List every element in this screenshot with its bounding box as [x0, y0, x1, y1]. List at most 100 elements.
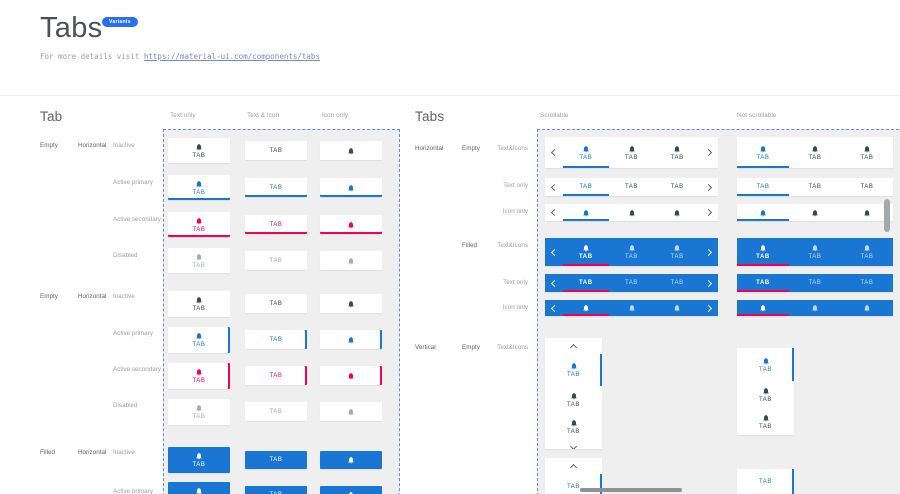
tab-item[interactable]: TAB — [737, 408, 794, 435]
chevron-right-icon[interactable] — [704, 304, 713, 312]
tab-item[interactable]: TAB — [789, 178, 841, 196]
tab-item[interactable]: TAB — [789, 137, 841, 168]
tab-item[interactable] — [841, 300, 893, 316]
tab-cell[interactable] — [320, 215, 382, 234]
tab-item[interactable]: TAB — [654, 137, 700, 168]
tab-cell[interactable]: TAB — [168, 447, 230, 473]
tab-item[interactable]: TAB — [789, 274, 841, 292]
tab-cell[interactable]: TAB — [168, 138, 230, 163]
bell-icon — [195, 296, 203, 304]
tab-item[interactable]: TAB — [789, 238, 841, 266]
tab-cell[interactable]: TAB — [168, 363, 230, 389]
chevron-right-icon[interactable] — [704, 148, 713, 157]
tab-cell[interactable]: TAB — [245, 251, 307, 270]
tab-cell[interactable]: TAB — [245, 141, 307, 160]
chevron-right-icon[interactable] — [704, 183, 713, 191]
tab-item[interactable]: TAB — [737, 469, 794, 494]
tab-item[interactable]: TAB — [563, 274, 609, 292]
tab-cell[interactable]: TAB — [168, 248, 230, 273]
tab-cell[interactable]: TAB — [245, 366, 307, 385]
tab-cell[interactable]: TAB — [168, 399, 230, 425]
chevron-left-icon[interactable] — [550, 279, 559, 287]
tab-item[interactable]: TAB — [841, 238, 893, 266]
chevron-right-icon[interactable] — [704, 248, 713, 256]
tab-cell[interactable]: TAB — [168, 175, 230, 200]
tab-item[interactable]: TAB — [654, 178, 700, 196]
tab-item[interactable]: TAB — [841, 274, 893, 292]
tab-cell[interactable] — [320, 451, 382, 469]
tab-cell[interactable]: TAB — [245, 486, 307, 494]
tab-item[interactable]: TAB — [545, 474, 602, 494]
chevron-left-icon[interactable] — [550, 208, 559, 217]
header-divider — [0, 95, 900, 96]
tab-cell[interactable]: TAB — [168, 212, 230, 237]
tab-item[interactable]: TAB — [841, 178, 893, 196]
tab-item[interactable] — [789, 300, 841, 316]
tab-cell[interactable] — [320, 178, 382, 197]
chevron-left-icon[interactable] — [550, 248, 559, 256]
group-fill-label: Empty — [40, 142, 58, 149]
chevron-up-icon[interactable] — [569, 343, 578, 352]
tab-item[interactable]: TAB — [737, 238, 789, 266]
tab-item[interactable]: TAB — [841, 137, 893, 168]
chevron-right-icon[interactable] — [704, 208, 713, 217]
tab-cell[interactable] — [320, 366, 382, 385]
tab-cell[interactable]: TAB — [245, 402, 307, 421]
tab-item[interactable] — [563, 300, 609, 316]
tab-item[interactable] — [654, 204, 700, 221]
tab-label: TAB — [624, 280, 639, 286]
tabs-bar-scrollable: TAB TAB TAB — [545, 238, 718, 266]
chevron-down-icon[interactable] — [569, 442, 578, 449]
tab-item[interactable]: TAB — [737, 137, 789, 168]
chevron-left-icon[interactable] — [550, 304, 559, 312]
vertical-scrollbar-thumb[interactable] — [884, 199, 890, 232]
tab-item[interactable] — [609, 204, 655, 221]
tab-item[interactable] — [654, 300, 700, 316]
tab-cell[interactable] — [320, 294, 382, 313]
tab-cell[interactable]: TAB — [245, 215, 307, 234]
chevron-left-icon[interactable] — [550, 148, 559, 157]
tab-cell[interactable] — [320, 402, 382, 421]
tab-item[interactable]: TAB — [609, 238, 655, 266]
tab-item[interactable]: TAB — [563, 178, 609, 196]
tab-label: TAB — [269, 221, 283, 228]
tab-item[interactable] — [737, 204, 789, 221]
docs-link[interactable]: https://material-ui.com/components/tabs — [143, 52, 320, 61]
tab-cell[interactable]: TAB — [245, 178, 307, 197]
tab-cell[interactable] — [320, 141, 382, 160]
tab-cell[interactable]: TAB — [168, 327, 230, 353]
tab-item[interactable]: TAB — [545, 413, 602, 440]
tab-item[interactable]: TAB — [545, 386, 602, 413]
tab-cell[interactable] — [320, 486, 382, 494]
tab-item[interactable]: TAB — [609, 178, 655, 196]
tab-item[interactable] — [563, 204, 609, 221]
horizontal-scrollbar-thumb[interactable] — [580, 488, 682, 492]
chevron-right-icon[interactable] — [704, 279, 713, 287]
tab-cell[interactable]: TAB — [245, 294, 307, 313]
tab-cell[interactable] — [320, 251, 382, 270]
tab-item[interactable]: TAB — [563, 137, 609, 168]
bell-icon — [347, 184, 355, 192]
tab-item[interactable]: TAB — [737, 381, 794, 408]
chevron-left-icon[interactable] — [550, 183, 559, 191]
tab-cell[interactable] — [320, 330, 382, 349]
tab-item[interactable]: TAB — [737, 274, 789, 292]
tab-item[interactable]: TAB — [609, 274, 655, 292]
tab-item[interactable]: TAB — [609, 137, 655, 168]
tab-item[interactable]: TAB — [654, 274, 700, 292]
chevron-up-icon[interactable] — [569, 463, 578, 472]
tab-item[interactable]: TAB — [563, 238, 609, 266]
tab-item[interactable]: TAB — [737, 348, 794, 381]
tab-item[interactable]: TAB — [737, 178, 789, 196]
tab-cell[interactable]: TAB — [245, 330, 307, 349]
tab-item[interactable] — [609, 300, 655, 316]
tab-item[interactable]: TAB — [654, 238, 700, 266]
tab-label: TAB — [566, 372, 581, 378]
tab-cell[interactable]: TAB — [245, 451, 307, 469]
column-header-text-icon: Text & Icon — [247, 112, 280, 119]
tab-item[interactable]: TAB — [545, 354, 602, 386]
tab-item[interactable] — [789, 204, 841, 221]
tab-cell[interactable]: TAB — [168, 291, 230, 317]
tab-cell[interactable]: TAB — [168, 482, 230, 494]
tab-item[interactable] — [737, 300, 789, 316]
